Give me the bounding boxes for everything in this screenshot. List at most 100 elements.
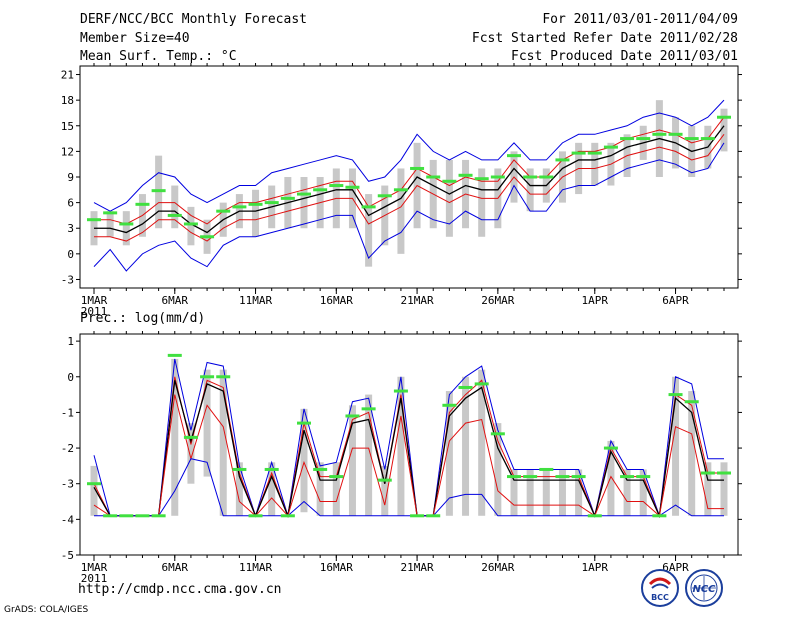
spread-box [106, 211, 114, 237]
observed-marker [507, 475, 521, 479]
observed-marker [329, 184, 344, 188]
spread-box [187, 423, 195, 484]
spread-box [171, 358, 179, 516]
spread-box [122, 211, 130, 246]
observed-marker [587, 151, 602, 155]
y-tick-label: -1 [61, 406, 74, 419]
observed-marker [167, 213, 182, 217]
observed-marker [216, 375, 231, 379]
observed-marker [393, 188, 408, 192]
observed-marker [232, 205, 247, 209]
spread-box [171, 185, 179, 229]
series-line-min [94, 458, 724, 517]
spread-box [300, 408, 308, 513]
observed-marker [183, 435, 198, 439]
observed-marker [426, 514, 441, 518]
observed-marker [345, 185, 360, 189]
observed-marker [523, 175, 538, 179]
observed-marker [151, 514, 166, 518]
x-tick-label: 11MAR [239, 561, 272, 574]
ncc-logo: NCC [685, 569, 723, 607]
y-tick-label: 15 [61, 120, 74, 133]
observed-marker [410, 514, 425, 518]
observed-marker [474, 177, 489, 181]
spread-box [219, 369, 227, 516]
observed-marker [200, 375, 215, 379]
y-tick-label: 18 [61, 94, 74, 107]
observed-marker [490, 175, 505, 179]
spread-box [704, 462, 712, 516]
observed-marker [232, 467, 247, 471]
observed-marker [183, 222, 198, 226]
observed-marker [280, 514, 295, 518]
spread-box [348, 405, 356, 516]
y-tick-label: -2 [61, 442, 74, 455]
spread-box [575, 469, 583, 516]
observed-marker [377, 478, 392, 482]
spread-box [526, 469, 534, 516]
observed-marker [442, 179, 457, 183]
y-tick-label: 9 [67, 171, 74, 184]
x-tick-label: 21MAR [401, 294, 434, 307]
source-url[interactable]: http://cmdp.ncc.cma.gov.cn [78, 582, 282, 597]
y-tick-label: 0 [67, 248, 74, 261]
spread-box [542, 469, 550, 516]
x-tick-label: 26MAR [481, 294, 514, 307]
observed-marker [668, 393, 683, 397]
observed-marker [571, 151, 586, 155]
observed-marker [700, 471, 715, 475]
observed-marker [345, 414, 360, 418]
observed-marker [87, 218, 101, 222]
y-tick-label: 0 [67, 371, 74, 384]
x-tick-label: 6APR [662, 561, 689, 574]
observed-marker [361, 407, 376, 411]
observed-marker [474, 382, 489, 386]
observed-marker [555, 158, 570, 162]
observed-marker [264, 467, 279, 471]
observed-marker [151, 189, 166, 193]
observed-marker [652, 132, 667, 136]
observed-marker [442, 403, 457, 407]
spread-box [526, 168, 534, 212]
observed-marker [652, 514, 667, 518]
y-tick-label: 12 [61, 145, 74, 158]
observed-marker [103, 514, 118, 518]
observed-marker [458, 385, 473, 389]
observed-marker [684, 137, 699, 141]
member-size: Member Size=40 [80, 31, 190, 46]
observed-marker [603, 145, 618, 149]
observed-marker [313, 467, 328, 471]
series-line-lower [93, 394, 724, 517]
spread-box [397, 168, 405, 254]
x-year-label: 2011 [81, 572, 108, 585]
observed-marker [200, 235, 215, 239]
plot-frame [79, 333, 739, 556]
observed-marker [717, 115, 731, 119]
variable-label: Mean Surf. Temp.: °C [80, 49, 237, 64]
observed-marker [539, 175, 554, 179]
observed-marker [717, 471, 731, 475]
spread-box [607, 440, 615, 516]
y-tick-label: 21 [61, 69, 74, 82]
chart-panel-1: -3 0 3 6 9 12 15 18 21 1MAR 6MAR 11MAR 16MAR 21MAR 26M… [61, 63, 742, 318]
observed-marker [490, 432, 505, 436]
observed-marker [410, 166, 425, 170]
x-tick-label: 6MAR [162, 561, 189, 574]
observed-marker [620, 137, 635, 141]
spread-box [558, 469, 566, 516]
observed-marker [313, 188, 328, 192]
x-tick-label: 21MAR [401, 561, 434, 574]
observed-marker [636, 137, 651, 141]
series-line-max [93, 99, 725, 212]
observed-marker [361, 205, 376, 209]
observed-marker [264, 201, 279, 205]
observed-marker [135, 514, 150, 518]
observed-marker [684, 400, 699, 404]
y-tick-label: 6 [67, 197, 74, 210]
spread-box [300, 177, 308, 229]
spread-box [720, 462, 728, 516]
observed-marker [620, 475, 635, 479]
spread-box [639, 469, 647, 516]
observed-marker [507, 154, 521, 158]
